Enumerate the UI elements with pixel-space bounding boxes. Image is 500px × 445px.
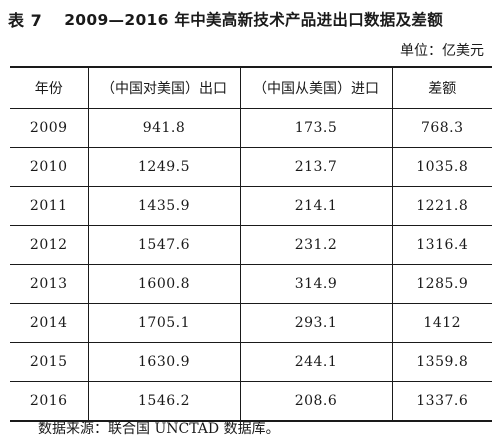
cell-balance: 1035.8 <box>391 147 492 187</box>
cell-export: 1546.2 <box>87 381 240 421</box>
cell-import: 214.1 <box>239 186 392 226</box>
table-number: 表 7 <box>8 11 43 30</box>
header-import: （中国从美国）进口 <box>239 67 392 109</box>
cell-year: 2016 <box>10 381 88 421</box>
table-header: 年份 （中国对美国）出口 （中国从美国）进口 差额 <box>10 67 492 109</box>
cell-balance: 768.3 <box>391 108 492 148</box>
data-source-note: 数据来源：联合国 UNCTAD 数据库。 <box>38 421 280 437</box>
table-row: 2011 1435.9 214.1 1221.8 <box>10 186 492 226</box>
cell-year: 2015 <box>10 342 88 382</box>
header-balance: 差额 <box>391 67 492 109</box>
cell-balance: 1359.8 <box>391 342 492 382</box>
cell-year: 2011 <box>10 186 88 226</box>
cell-balance: 1221.8 <box>391 186 492 226</box>
header-export: （中国对美国）出口 <box>87 67 240 109</box>
table-title: 2009—2016 年中美高新技术产品进出口数据及差额 <box>64 11 443 29</box>
cell-export: 1705.1 <box>87 303 240 343</box>
cell-year: 2012 <box>10 225 88 265</box>
cell-import: 213.7 <box>239 147 392 187</box>
table-body: 2009 941.8 173.5 768.3 2010 1249.5 213.7 1035.8… <box>10 108 492 421</box>
header-row: 年份 （中国对美国）出口 （中国从美国）进口 差额 <box>10 67 492 109</box>
cell-export: 1630.9 <box>87 342 240 382</box>
cell-import: 314.9 <box>239 264 392 304</box>
cell-balance: 1337.6 <box>391 381 492 421</box>
table-row: 2014 1705.1 293.1 1412 <box>10 303 492 343</box>
cell-import: 231.2 <box>239 225 392 265</box>
table-row: 2016 1546.2 208.6 1337.6 <box>10 381 492 421</box>
table-row: 2013 1600.8 314.9 1285.9 <box>10 264 492 304</box>
cell-balance: 1412 <box>391 303 492 343</box>
trade-data-table: 年份 （中国对美国）出口 （中国从美国）进口 差额 2009 941.8 173.5… <box>10 66 492 422</box>
cell-balance: 1316.4 <box>391 225 492 265</box>
cell-year: 2009 <box>10 108 88 148</box>
table-row: 2009 941.8 173.5 768.3 <box>10 108 492 148</box>
cell-export: 941.8 <box>87 108 240 148</box>
unit-label: 单位：亿美元 <box>400 43 484 59</box>
table-row: 2010 1249.5 213.7 1035.8 <box>10 147 492 187</box>
cell-export: 1600.8 <box>87 264 240 304</box>
cell-export: 1547.6 <box>87 225 240 265</box>
cell-import: 244.1 <box>239 342 392 382</box>
cell-export: 1249.5 <box>87 147 240 187</box>
table-row: 2015 1630.9 244.1 1359.8 <box>10 342 492 382</box>
cell-import: 293.1 <box>239 303 392 343</box>
table-caption: 表 7 2009—2016 年中美高新技术产品进出口数据及差额 <box>8 6 494 32</box>
cell-import: 208.6 <box>239 381 392 421</box>
cell-balance: 1285.9 <box>391 264 492 304</box>
cell-import: 173.5 <box>239 108 392 148</box>
cell-year: 2013 <box>10 264 88 304</box>
cell-year: 2010 <box>10 147 88 187</box>
cell-year: 2014 <box>10 303 88 343</box>
table-row: 2012 1547.6 231.2 1316.4 <box>10 225 492 265</box>
cell-export: 1435.9 <box>87 186 240 226</box>
header-year: 年份 <box>34 81 63 97</box>
